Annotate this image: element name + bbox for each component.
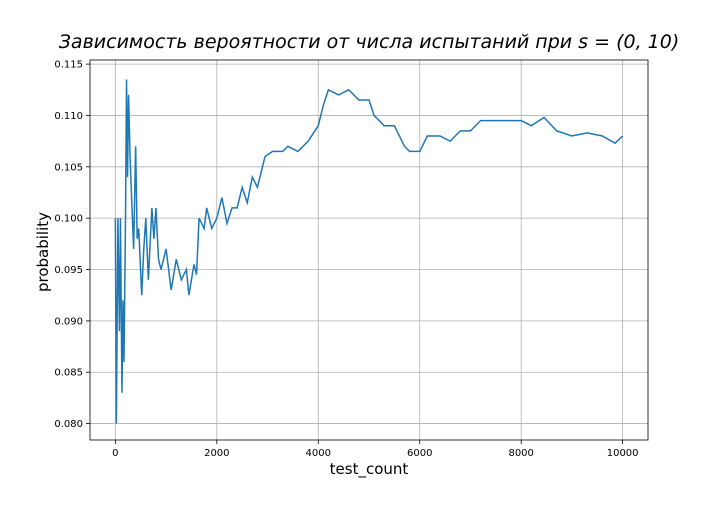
x-tick-label: 8000 bbox=[508, 448, 533, 459]
x-tick-label: 10000 bbox=[607, 448, 639, 459]
y-tick-label: 0.105 bbox=[54, 162, 83, 173]
x-tick-label: 4000 bbox=[306, 448, 331, 459]
chart-title: Зависимость вероятности от числа испытан… bbox=[59, 31, 680, 53]
y-axis-label: probability bbox=[34, 212, 52, 292]
y-tick-label: 0.100 bbox=[54, 214, 83, 225]
y-tick-label: 0.115 bbox=[54, 60, 83, 71]
x-tick-label: 2000 bbox=[204, 448, 229, 459]
x-tick-label: 0 bbox=[112, 448, 118, 459]
y-tick-label: 0.110 bbox=[54, 111, 83, 122]
y-tick-label: 0.095 bbox=[54, 265, 83, 276]
y-tick-label: 0.090 bbox=[54, 316, 83, 327]
x-tick-label: 6000 bbox=[407, 448, 432, 459]
x-axis-label: test_count bbox=[330, 460, 409, 479]
plot-frame bbox=[89, 59, 649, 441]
y-tick-label: 0.080 bbox=[54, 419, 83, 430]
y-tick-label: 0.085 bbox=[54, 368, 83, 379]
data-line bbox=[114, 79, 624, 424]
